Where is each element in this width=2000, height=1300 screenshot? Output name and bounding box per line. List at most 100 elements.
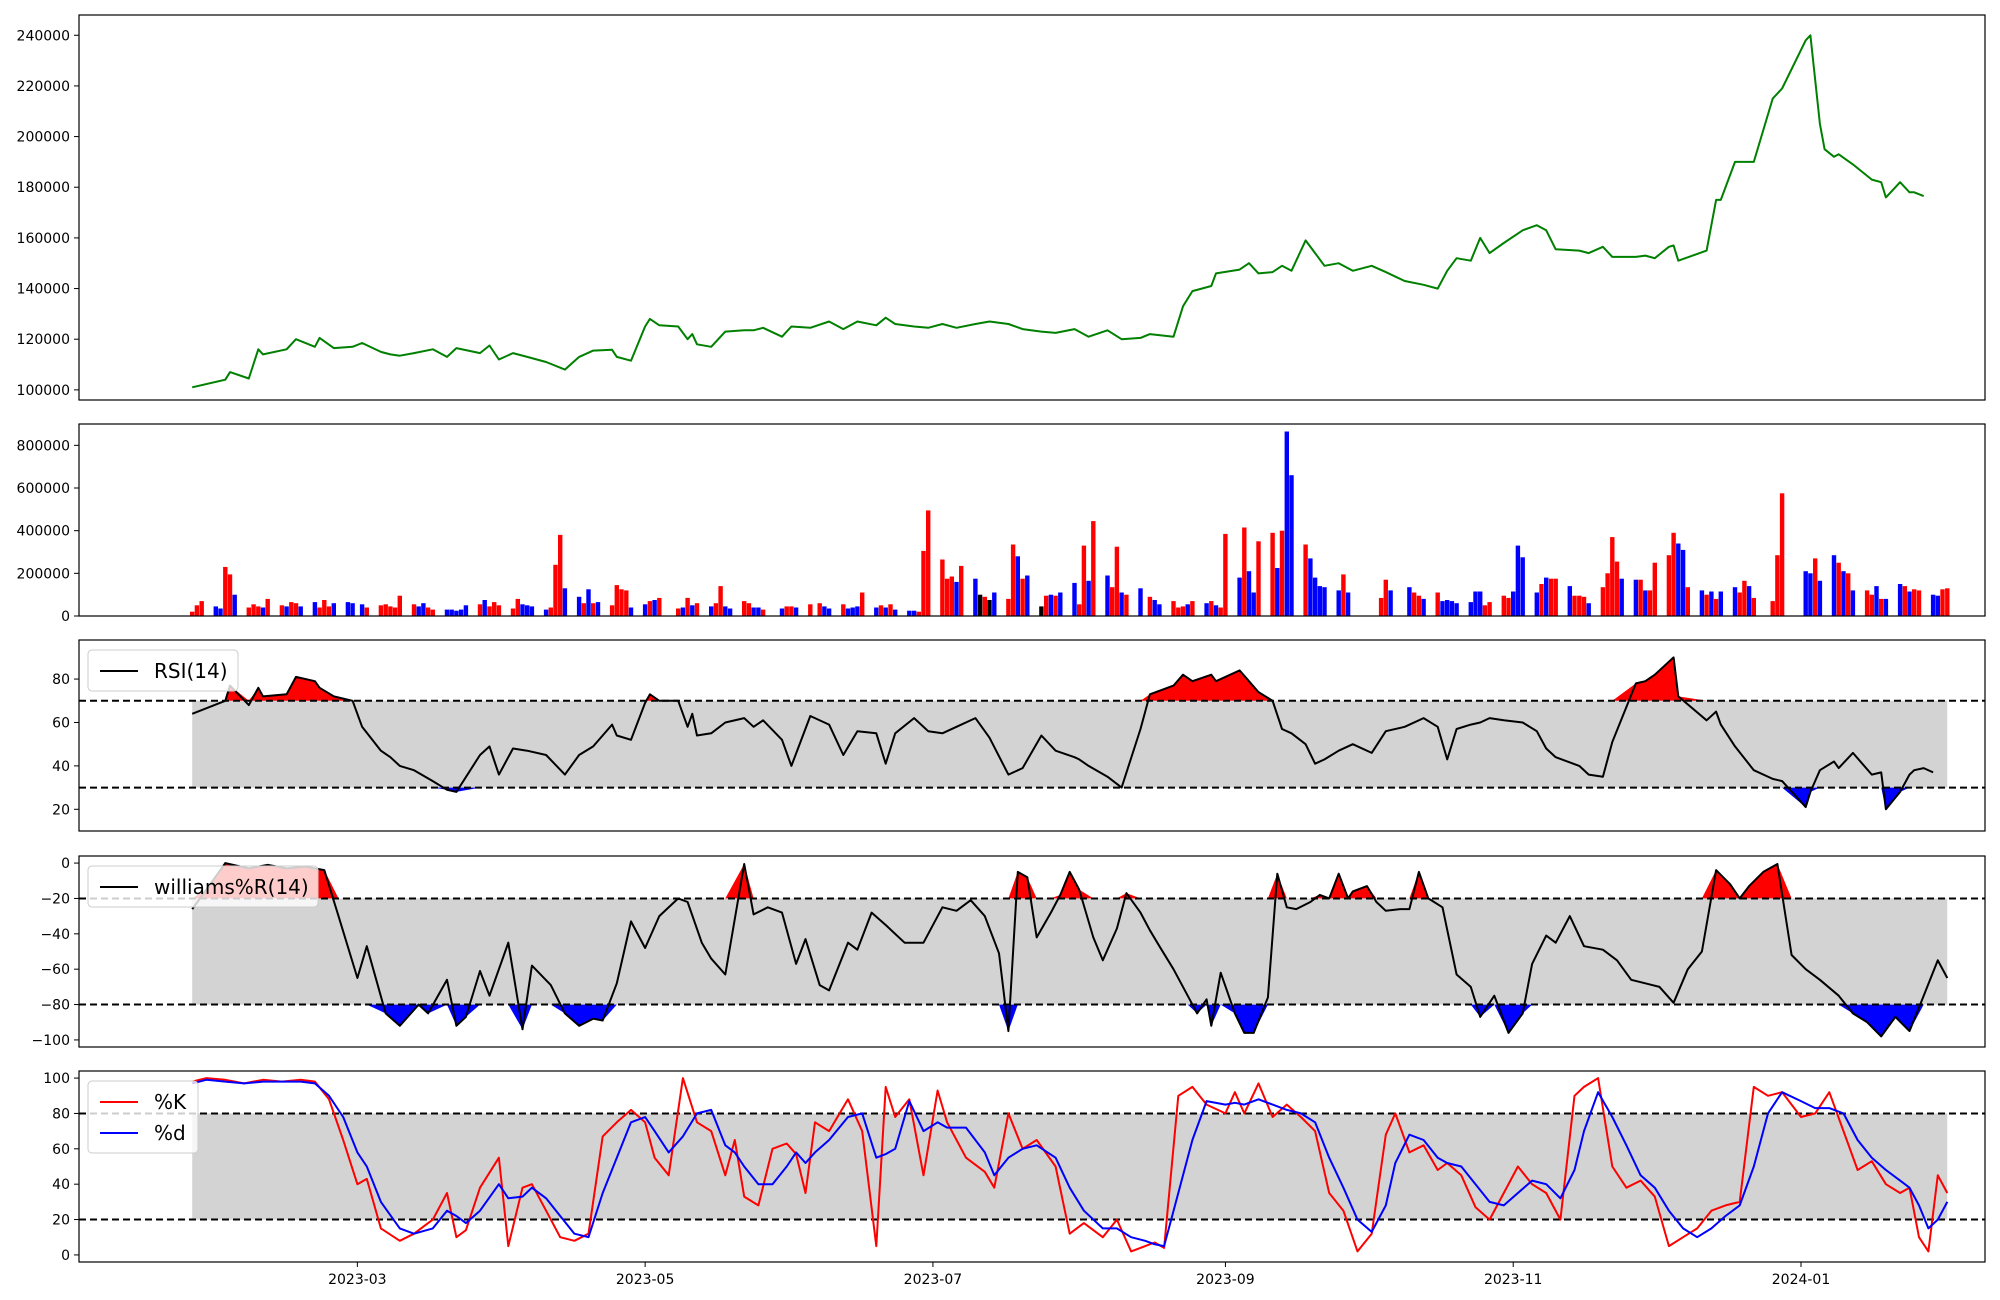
volume-bar	[723, 606, 728, 616]
volume-bar	[1544, 577, 1549, 616]
volume-bar	[458, 609, 464, 616]
volume-bar	[397, 595, 402, 616]
volume-bar	[279, 605, 285, 616]
volume-bar	[1902, 586, 1907, 616]
williams-legend: williams%R(14)	[87, 865, 319, 908]
volume-bar	[317, 607, 322, 616]
volume-bar	[1081, 545, 1087, 616]
volume-bar	[581, 603, 586, 616]
volume-bar	[1808, 573, 1813, 616]
volume-bar	[425, 607, 431, 616]
volume-bar	[1699, 590, 1705, 616]
volume-bar	[1345, 592, 1351, 616]
volume-bar	[977, 594, 983, 616]
volume-bar	[1869, 594, 1874, 616]
price-plot-area	[191, 34, 1925, 389]
volume-bar	[1553, 578, 1558, 616]
volume-bar	[515, 598, 520, 616]
x-tick-label: 2023-09	[1196, 1272, 1255, 1288]
volume-plot-area	[190, 431, 1950, 616]
volume-bar	[1501, 595, 1506, 616]
volume-bar	[227, 574, 233, 616]
y-tick-label: −40	[40, 927, 70, 943]
rsi-series-line-0	[191, 656, 1934, 811]
volume-bar	[992, 592, 997, 616]
volume-bar	[1209, 601, 1214, 616]
volume-bar	[973, 578, 978, 616]
volume-bar	[218, 608, 223, 616]
volume-bar	[1709, 591, 1714, 616]
volume-bar	[756, 607, 761, 616]
y-tick-label: 80	[52, 1106, 70, 1122]
volume-bar	[1119, 592, 1124, 616]
volume-bar	[1652, 562, 1657, 616]
volume-bar	[690, 605, 695, 616]
volume-bar	[525, 605, 530, 616]
volume-bar	[1256, 541, 1261, 616]
volume-bar	[784, 606, 789, 616]
volume-bar	[1930, 594, 1936, 616]
volume-bar	[845, 608, 851, 616]
volume-bar	[1435, 592, 1440, 616]
volume-bar	[1279, 530, 1285, 616]
volume-bar	[1407, 587, 1412, 616]
volume-bar	[954, 581, 959, 616]
volume-bar	[1704, 594, 1709, 616]
volume-bar	[1610, 537, 1615, 616]
volume-bar	[1846, 573, 1851, 616]
volume-bar	[850, 607, 855, 616]
volume-bar	[1864, 590, 1870, 616]
rsi-overbought-fill	[192, 657, 1934, 701]
volume-bar	[1713, 598, 1719, 616]
volume-bar	[1171, 601, 1176, 616]
volume-bar	[826, 608, 832, 616]
stochastic-legend: %K %d	[87, 1080, 199, 1154]
volume-bar	[1044, 595, 1049, 616]
volume-bar	[860, 592, 865, 616]
volume-panel: 0 200000 400000 600000 800000	[17, 423, 1986, 625]
y-tick-label: 40	[52, 1177, 70, 1193]
volume-bar	[260, 607, 266, 616]
rsi-legend: RSI(14)	[87, 649, 239, 692]
volume-bar	[727, 608, 733, 616]
volume-bar	[718, 586, 723, 616]
volume-bar	[1091, 521, 1096, 616]
y-tick-label: 220000	[17, 79, 70, 95]
volume-bar	[1539, 584, 1544, 616]
legend-label: RSI(14)	[154, 659, 228, 683]
volume-bar	[760, 609, 766, 616]
volume-bar	[1086, 580, 1091, 616]
volume-bar	[657, 597, 662, 616]
volume-bar	[1647, 590, 1653, 616]
volume-bar	[779, 608, 785, 616]
volume-bar	[1449, 601, 1455, 616]
volume-bar	[1303, 544, 1308, 616]
y-tick-label: −80	[40, 998, 70, 1014]
volume-bar	[916, 611, 921, 616]
volume-bar	[576, 596, 582, 616]
legend-label: %d	[154, 1121, 186, 1145]
williams-panel: 0 −20 −40 −60 −80 −100 williams%R(14)	[32, 855, 1986, 1049]
volume-bar	[652, 600, 657, 616]
volume-bar	[1176, 607, 1181, 616]
volume-bar	[1605, 573, 1610, 616]
volume-bar	[463, 605, 469, 616]
volume-bar	[1114, 546, 1120, 616]
volume-bar	[411, 604, 417, 616]
volume-bar	[190, 611, 195, 616]
volume-bar	[246, 607, 251, 616]
stochastic-series-line-1	[191, 1078, 1949, 1248]
volume-bar	[1831, 555, 1837, 616]
price-axes-frame	[78, 14, 1986, 401]
y-tick-label: 0	[61, 609, 70, 625]
volume-bar	[907, 610, 912, 616]
volume-bar	[680, 607, 686, 616]
volume-bar	[1157, 604, 1162, 616]
volume-bar	[492, 602, 497, 616]
volume-bar	[1813, 558, 1818, 616]
volume-bar	[1935, 595, 1940, 616]
williams-overbought-fill	[192, 863, 1948, 899]
volume-bar	[477, 604, 483, 616]
volume-bar	[359, 604, 365, 616]
volume-bar	[1487, 602, 1492, 616]
